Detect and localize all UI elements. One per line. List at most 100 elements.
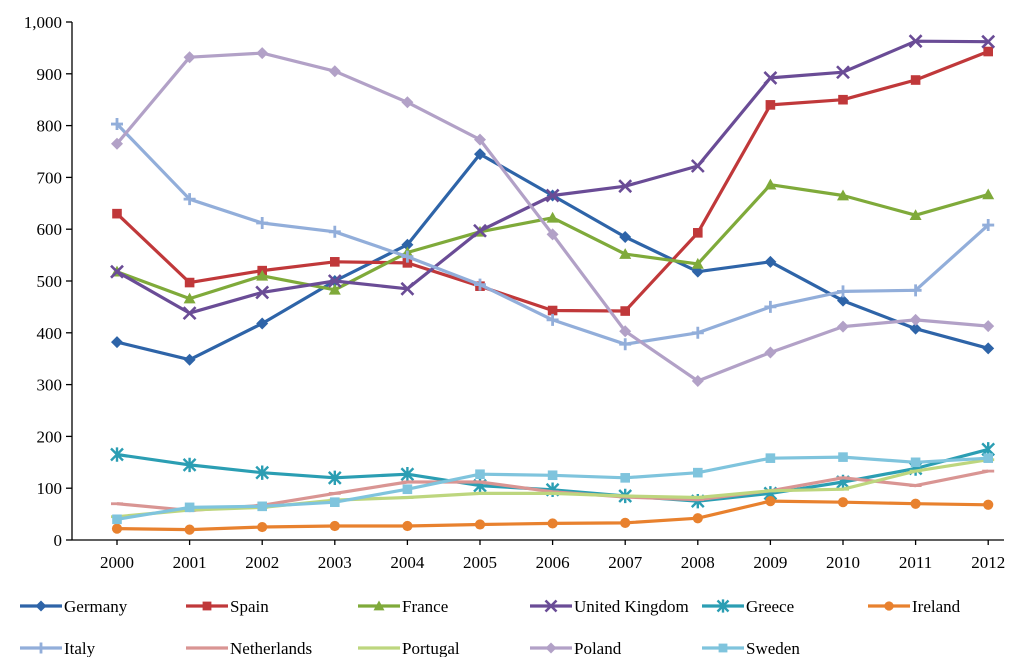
data-point-germany [111, 336, 123, 349]
legend-item-spain: Spain [186, 597, 269, 616]
data-point-spain [402, 258, 413, 268]
y-axis: 0 100 200 300 400 500 600 700 800 900 1,000 [24, 13, 73, 550]
legend-label: Poland [574, 639, 622, 657]
legend-marker [716, 599, 730, 613]
data-point-poland [691, 374, 704, 387]
data-point-ireland [111, 523, 123, 534]
legend-label: Greece [746, 597, 794, 616]
data-point-france [982, 188, 995, 200]
legend-item-portugal: Portugal [358, 639, 460, 657]
data-point-sweden [547, 470, 558, 481]
data-point-greece [110, 447, 124, 462]
data-point-spain [184, 277, 195, 288]
legend-label: Germany [64, 597, 128, 616]
data-point-france [256, 269, 269, 281]
data-point-greece [182, 457, 197, 473]
data-point-poland [183, 51, 196, 64]
data-point-united-kingdom [763, 71, 778, 85]
data-point-poland [256, 47, 269, 60]
y-tick-label: 1,000 [24, 13, 62, 32]
x-axis: 2000 2001 2002 2003 2004 2005 2006 2007 2008 2009… [72, 539, 1005, 572]
data-point-ireland [837, 497, 849, 508]
data-point-sweden [765, 453, 776, 463]
y-tick-label: 800 [37, 117, 63, 136]
series-france [111, 178, 995, 304]
legend-marker [202, 601, 212, 611]
data-point-ireland [402, 520, 413, 532]
x-tick-label: 2009 [753, 553, 787, 572]
data-point-poland [546, 228, 559, 241]
data-point-italy [256, 216, 269, 229]
x-tick-label: 2002 [245, 553, 279, 572]
data-point-italy [111, 118, 123, 131]
legend-marker [884, 601, 894, 611]
data-point-greece [400, 467, 415, 482]
data-point-poland [401, 96, 414, 109]
data-point-spain [910, 75, 921, 85]
x-tick-label: 2008 [681, 553, 715, 572]
legend-label: Italy [64, 639, 96, 657]
data-point-ireland [257, 521, 268, 533]
legend-label: Netherlands [230, 639, 312, 657]
data-point-italy [401, 250, 414, 263]
data-point-italy [183, 193, 196, 206]
legend: Germany Spain France United Kingdom Greece Ir… [20, 597, 961, 657]
data-point-italy [982, 219, 995, 232]
legend-marker [373, 600, 385, 611]
data-point-france [546, 211, 559, 223]
data-point-poland [909, 313, 922, 326]
y-tick-label: 400 [37, 324, 63, 343]
data-point-italy [619, 338, 632, 351]
series-germany [111, 148, 995, 366]
legend-item-italy: Italy [20, 639, 96, 657]
data-point-germany [764, 255, 777, 268]
data-point-italy [474, 278, 486, 291]
data-point-sweden [693, 467, 703, 478]
data-point-united-kingdom [618, 179, 633, 194]
data-point-united-kingdom [182, 306, 197, 321]
data-point-sweden [620, 473, 630, 483]
data-point-ireland [184, 524, 195, 535]
data-point-italy [691, 326, 704, 339]
data-point-germany [183, 353, 196, 366]
series-ireland [111, 496, 994, 535]
data-point-united-kingdom [545, 188, 560, 203]
data-point-ireland [474, 519, 486, 530]
series-poland [111, 47, 995, 387]
data-point-poland [619, 325, 632, 338]
data-point-sweden [475, 469, 485, 480]
data-point-ireland [983, 499, 994, 510]
data-point-sweden [838, 452, 848, 462]
data-point-poland [764, 346, 777, 359]
data-point-italy [837, 285, 849, 298]
data-point-poland [474, 133, 486, 146]
data-point-germany [909, 322, 922, 335]
data-point-italy [328, 225, 341, 238]
data-point-sweden [257, 501, 267, 512]
data-point-spain [112, 208, 122, 219]
y-tick-label: 700 [37, 168, 63, 187]
data-point-germany [982, 342, 995, 355]
legend-marker [35, 642, 47, 654]
data-point-united-kingdom [981, 34, 996, 49]
series-sweden [112, 452, 993, 525]
data-point-france [619, 248, 632, 259]
x-tick-label: 2007 [608, 553, 643, 572]
legend-label: Ireland [912, 597, 961, 616]
legend-item-poland: Poland [530, 639, 622, 657]
series-line-germany [116, 152, 989, 362]
data-point-sweden [184, 502, 195, 513]
data-point-united-kingdom [690, 159, 705, 173]
x-tick-label: 2000 [100, 553, 134, 572]
data-point-greece [255, 465, 270, 480]
series-line-france [116, 183, 989, 301]
data-point-sweden [330, 497, 340, 507]
plot-area [110, 34, 996, 535]
x-tick-label: 2005 [463, 553, 497, 572]
legend-label: Spain [230, 597, 269, 616]
x-tick-label: 2003 [318, 553, 352, 572]
series-italy [111, 118, 995, 351]
legend-label: United Kingdom [574, 597, 689, 616]
x-tick-label: 2001 [173, 553, 207, 572]
